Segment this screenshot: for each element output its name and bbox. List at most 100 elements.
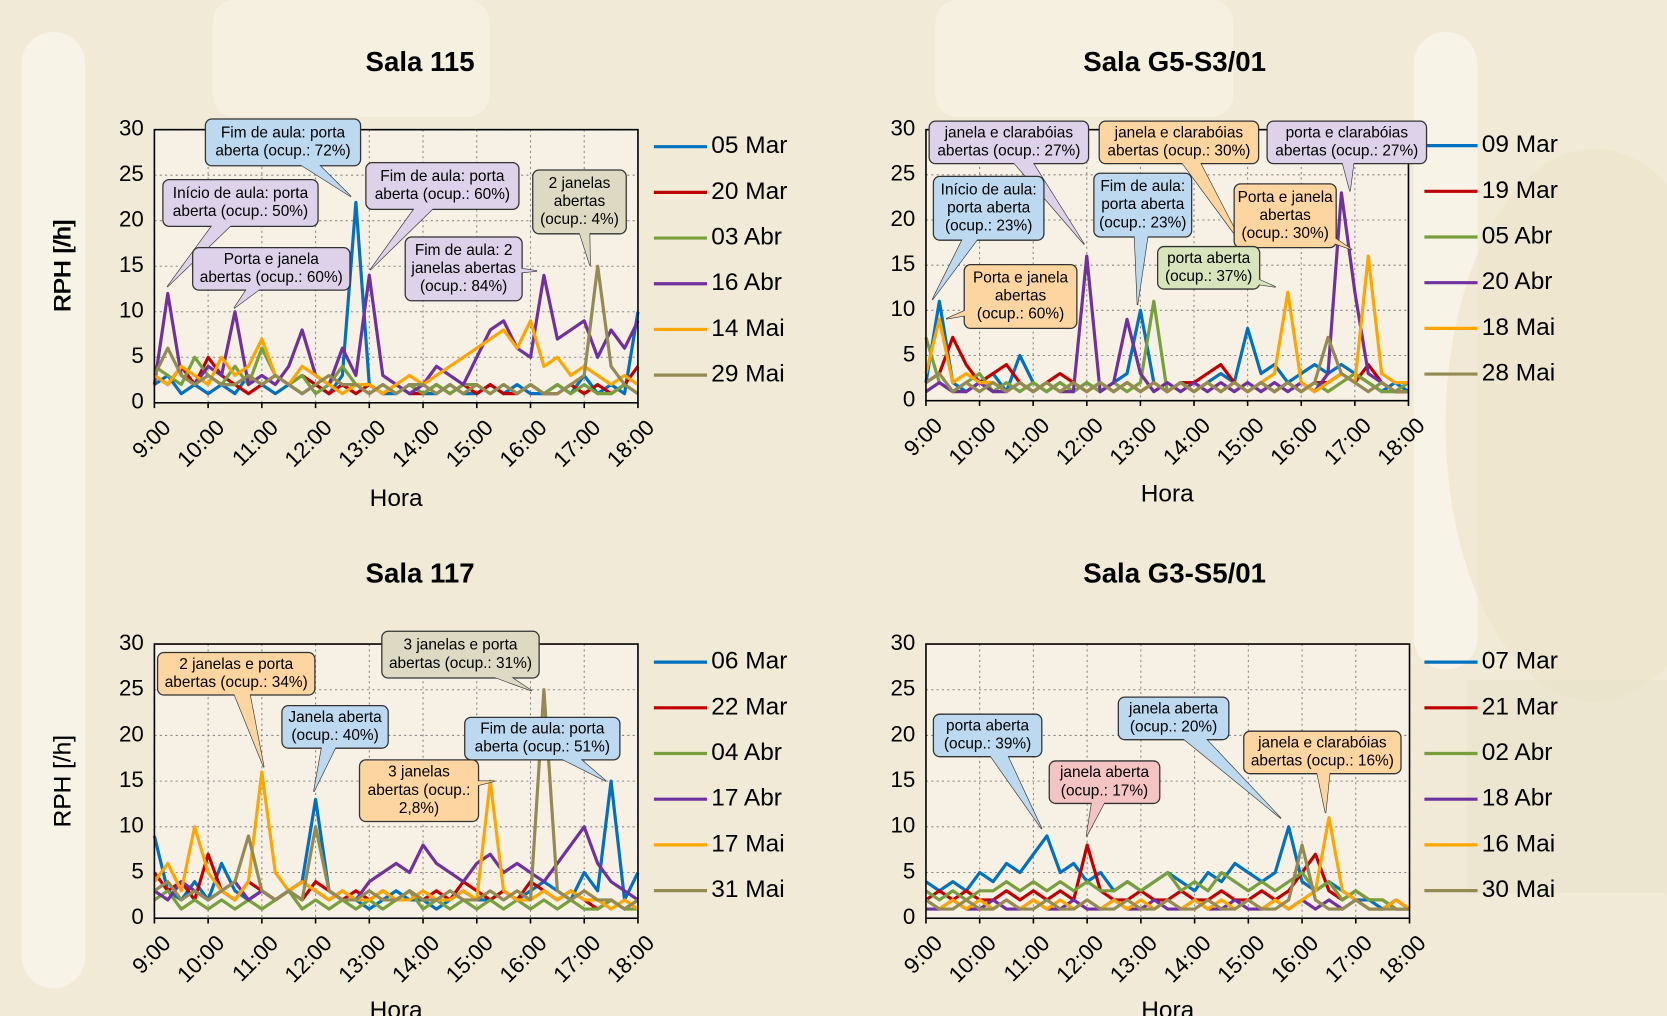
series-line [925,843,1410,911]
series-line [153,319,639,396]
callout-text: janela aberta [1128,700,1219,717]
legend-label: 21 Mar [1482,693,1558,720]
callout-text: janelas abertas [410,260,516,277]
callout-tail-fill [536,730,607,782]
callout-tail-fill [456,646,532,691]
legend-label: 29 Mai [711,361,784,388]
series-line [153,688,639,911]
y-tick-label: 0 [903,904,915,929]
legend-label: 05 Mar [711,132,787,159]
x-axis-title: Hora [1141,997,1194,1016]
callout-tail-fill [932,203,997,300]
y-tick-label: 25 [891,161,916,186]
callout-tail-fill [1337,141,1357,192]
chart-title: Sala 117 [366,557,475,588]
y-axis-title: RPH [/h] [50,735,77,827]
legend-label: 05 Abr [1482,222,1553,249]
callout-text: abertas (ocup.: 60%) [200,269,343,286]
callout-text: Porta e janela [973,270,1069,287]
series-line [925,898,1411,911]
background-shape [935,0,1234,117]
callout-text: Fim de aula: porta [380,168,505,185]
callout-text: abertas (ocup.: 34%) [165,674,308,691]
callout-text: 2,8%) [399,800,439,817]
callout-text: 3 janelas [388,764,450,781]
y-tick-label: 30 [119,116,144,141]
callout-tail-fill [167,196,248,287]
y-axis-title: RPH [/h] [50,219,77,311]
y-tick-label: 20 [891,206,916,231]
y-tick-label: 15 [119,252,144,277]
y-tick-label: 10 [119,298,144,323]
callout-tail-fill [1206,258,1276,287]
callout-text: (ocup.: 20%) [1130,719,1217,736]
y-tick-label: 5 [903,858,915,883]
callout-text: (ocup.: 4%) [540,211,619,228]
callout-tail-fill [570,200,591,266]
chart-title: Sala G5-S3/01 [1083,46,1266,77]
background-shape [1466,680,1667,893]
callout-tail-fill [463,259,537,279]
callout-text: Início de aula: porta [173,185,309,202]
y-tick-label: 15 [891,251,916,276]
callout-text: Janela aberta [288,709,382,726]
y-tick-label: 30 [891,630,916,655]
callout-text: porta aberta [1167,250,1251,267]
callout-text: Fim de aula: porta [480,721,605,738]
callout-text: abertas (ocup.: [368,782,471,799]
y-tick-label: 25 [891,676,916,701]
callout-text: Fim de aula: 2 [415,242,513,259]
y-tick-label: 15 [119,767,144,792]
y-tick-label: 25 [119,161,144,186]
y-tick-label: 0 [131,904,143,929]
callout-tail-fill [370,179,450,270]
series-line [925,335,1409,394]
callout-text: (ocup.: 60%) [977,306,1064,323]
legend-label: 02 Abr [1482,739,1553,766]
series-line [152,264,639,396]
y-tick-label: 10 [891,813,916,838]
callout-text: porta e clarabóias [1286,124,1409,141]
y-tick-label: 20 [891,721,916,746]
legend-label: 20 Mar [711,178,787,205]
legend-label: 18 Mai [1482,314,1555,341]
callout-text: abertas (ocup.: 30%) [1107,143,1250,160]
x-axis-title: Hora [1141,481,1194,508]
callout-text: Fim de aula: [1100,178,1185,195]
callout-tail-fill [1170,137,1244,247]
callout-text: porta aberta [946,717,1030,734]
callout-text: Fim de aula: porta [221,124,346,141]
y-tick-label: 15 [891,767,916,792]
callout-text: janela e clarabóias [1257,734,1387,751]
y-tick-label: 30 [119,630,144,655]
callout-text: 3 janelas e porta [404,637,518,654]
chart-title: Sala 115 [366,46,475,77]
background-shape [212,0,490,117]
legend-label: 18 Abr [1482,785,1553,812]
callout-text: aberta (ocup.: 72%) [215,143,350,160]
callout-text: abertas (ocup.: 27%) [937,143,1080,160]
callout-tail-fill [1167,711,1281,819]
legend-label: 22 Mar [711,693,787,720]
legend-label: 17 Mai [711,830,784,857]
callout-text: (ocup.: 23%) [1099,214,1186,231]
y-tick-label: 25 [119,676,144,701]
callout-text: 2 janelas e porta [179,656,293,673]
legend-label: 06 Mar [711,648,787,675]
callout-text: (ocup.: 40%) [291,727,378,744]
callout-tail-fill [979,730,1042,829]
callout-text: (ocup.: 84%) [420,278,507,295]
y-tick-label: 10 [119,813,144,838]
callout-text: Porta e janela [224,251,320,268]
callout-tail-fill [1312,751,1332,814]
chart-title: Sala G3-S5/01 [1083,557,1266,588]
plot-frame [925,643,1411,920]
callout-text: abertas [995,288,1047,305]
callout-text: (ocup.: 37%) [1165,268,1252,285]
y-tick-label: 0 [131,389,143,414]
callout-text: Porta e janela [1238,189,1334,206]
background-shape [1445,148,1667,702]
